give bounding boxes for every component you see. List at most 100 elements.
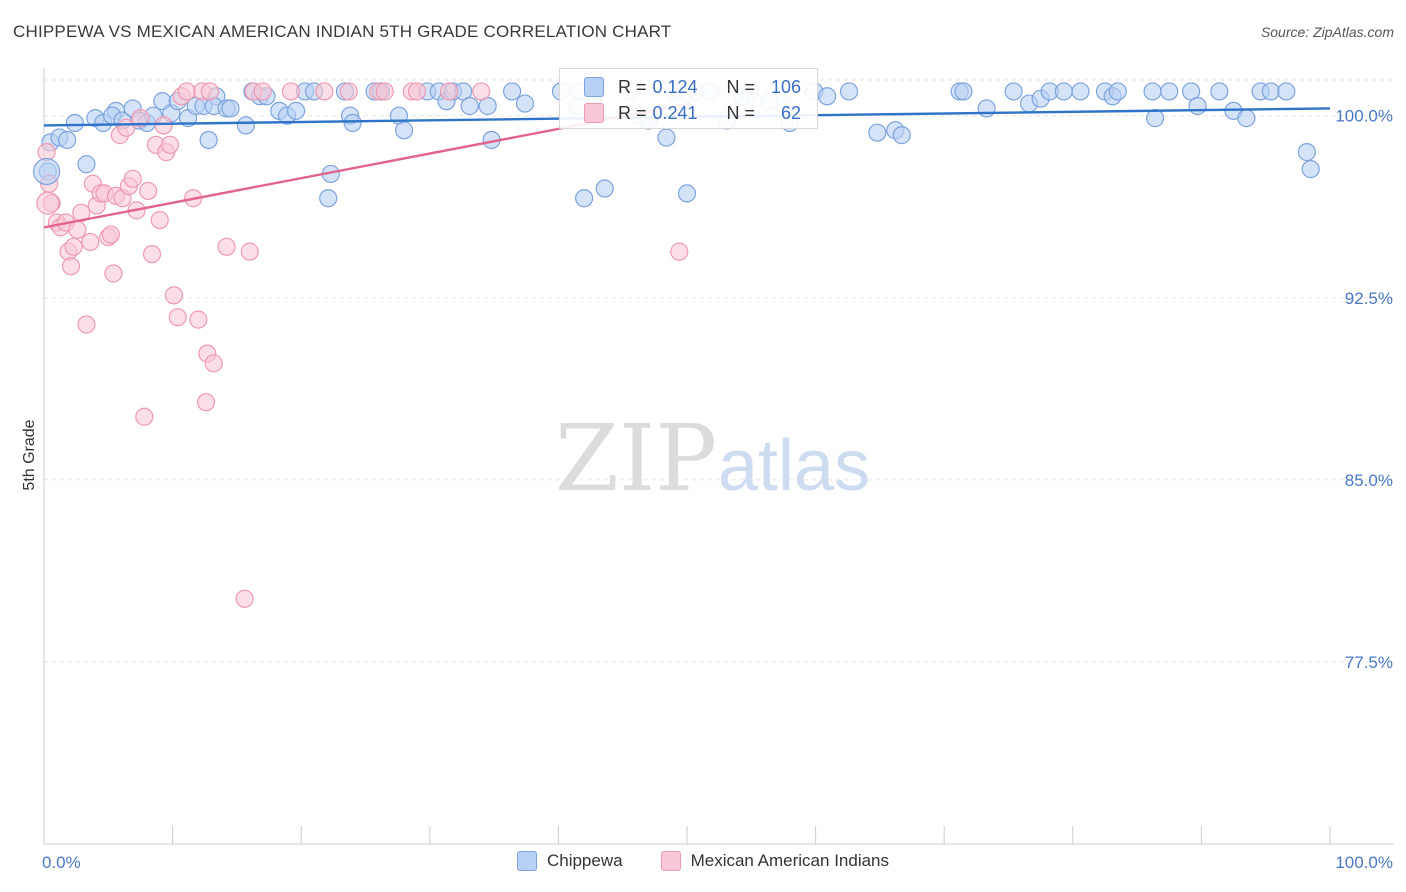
mexican-point <box>204 354 223 373</box>
mexican-point <box>177 82 196 101</box>
chart-legend: Chippewa Mexican American Indians <box>0 851 1406 871</box>
mexican-point <box>164 286 183 305</box>
mexican-point <box>139 181 158 201</box>
mexican-point <box>64 237 83 256</box>
mexican-point <box>240 242 259 261</box>
chippewa-point <box>892 126 911 145</box>
n-label: N = <box>726 102 756 123</box>
mexican-point <box>196 393 216 412</box>
mexican-point <box>160 135 180 154</box>
mexican-point <box>217 237 236 256</box>
mexican-point <box>154 116 173 135</box>
mexican-point <box>235 589 254 608</box>
mexican-point <box>189 310 208 329</box>
y-tick-label: 77.5% <box>1345 653 1393 672</box>
chippewa-point <box>58 130 77 150</box>
chippewa-point <box>1188 96 1207 116</box>
mexican-swatch <box>584 103 604 123</box>
legend-entry-mexican[interactable]: Mexican American Indians <box>660 851 890 871</box>
chippewa-point <box>677 184 697 203</box>
chippewa-point <box>1071 82 1090 101</box>
stats-row-mexican: R = 0.241 N = 62 <box>584 101 801 125</box>
chippewa-point <box>65 113 84 133</box>
chippewa-point <box>460 96 479 116</box>
r-label: R = <box>618 76 647 97</box>
mexican-point <box>81 232 100 252</box>
y-tick-label: 100.0% <box>1335 107 1393 126</box>
mexican-point <box>142 244 162 264</box>
chippewa-n-value: 106 <box>770 76 802 97</box>
chippewa-point <box>1108 82 1127 101</box>
chippewa-point <box>77 155 96 174</box>
chippewa-point <box>343 113 362 133</box>
mexican-point <box>168 308 187 327</box>
chippewa-point-large <box>32 157 61 186</box>
chippewa-point <box>1277 82 1296 101</box>
chippewa-point <box>818 87 837 106</box>
chippewa-point <box>286 101 306 120</box>
chippewa-point <box>394 121 414 140</box>
legend-swatch-chippewa <box>516 851 537 871</box>
data-points <box>32 82 1320 608</box>
chippewa-point <box>503 82 522 101</box>
mexican-point <box>670 242 689 261</box>
correlation-stats-box: R = 0.124 N = 106 R = 0.241 N = 62 <box>559 68 818 129</box>
mexican-point <box>472 82 491 101</box>
chippewa-point <box>236 116 256 135</box>
chippewa-point <box>868 123 887 142</box>
mexican-point <box>339 82 358 101</box>
chippewa-r-value: 0.124 <box>652 76 698 97</box>
mexican-point-large <box>36 191 60 215</box>
mexican-point <box>150 210 169 230</box>
mexican-point <box>61 257 81 276</box>
chippewa-point <box>319 189 338 208</box>
chippewa-point <box>199 130 218 150</box>
mexican-point <box>68 220 87 239</box>
chippewa-point <box>1297 143 1316 162</box>
y-tick-labels: 100.0% 92.5% 85.0% 77.5% <box>1335 107 1393 672</box>
mexican-point <box>131 109 150 128</box>
chippewa-point <box>515 94 535 113</box>
mexican-point <box>200 82 219 101</box>
mexican-point <box>439 82 459 101</box>
mexican-point <box>135 407 154 426</box>
stats-row-chippewa: R = 0.124 N = 106 <box>584 75 801 99</box>
chippewa-point <box>839 82 859 101</box>
mexican-r-value: 0.241 <box>652 102 698 123</box>
mexican-point <box>253 82 272 101</box>
chippewa-point <box>1160 82 1179 101</box>
chippewa-swatch <box>584 77 604 97</box>
chippewa-point <box>1301 160 1320 179</box>
mexican-point <box>77 315 96 334</box>
gridlines <box>44 79 1394 663</box>
chippewa-point <box>1004 82 1023 101</box>
mexican-point <box>315 82 334 101</box>
chippewa-point <box>1237 109 1256 128</box>
legend-entry-chippewa[interactable]: Chippewa <box>516 851 623 871</box>
r-label: R = <box>618 102 647 123</box>
mexican-point <box>407 82 427 101</box>
legend-swatch-mexican <box>660 851 681 871</box>
y-tick-label: 85.0% <box>1345 471 1393 490</box>
chippewa-point <box>1146 109 1165 128</box>
mexican-n-value: 62 <box>781 102 802 123</box>
chippewa-point <box>221 99 240 118</box>
mexican-point <box>123 169 142 188</box>
x-tick-label-max: 100.0% <box>1335 853 1393 872</box>
chippewa-point <box>595 179 614 198</box>
watermark-atlas: atlas <box>718 426 870 506</box>
mexican-point <box>104 264 123 283</box>
watermark-zip: ZIP <box>555 405 717 512</box>
chippewa-point <box>954 82 973 101</box>
legend-label-chippewa: Chippewa <box>546 851 623 870</box>
chippewa-point <box>575 189 594 208</box>
legend-label-mexican: Mexican American Indians <box>690 851 890 870</box>
chippewa-point <box>657 128 676 147</box>
mexican-point <box>281 82 301 101</box>
x-tick-label-min: 0.0% <box>42 853 81 872</box>
n-label: N = <box>726 76 756 97</box>
chippewa-point <box>977 99 996 118</box>
mexican-point <box>101 225 120 244</box>
chart-title: CHIPPEWA VS MEXICAN AMERICAN INDIAN 5TH … <box>13 22 672 41</box>
